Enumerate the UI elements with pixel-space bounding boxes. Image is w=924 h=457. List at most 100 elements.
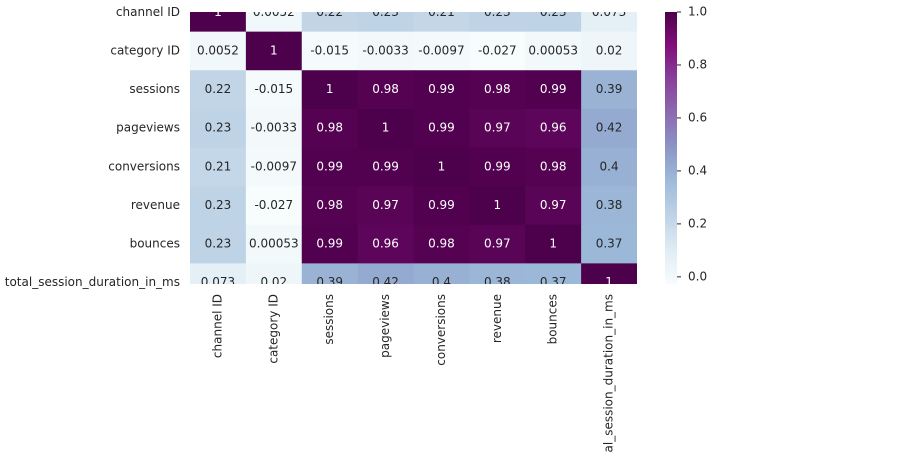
heatmap-cell bbox=[301, 147, 359, 187]
cell-label: -0.027 bbox=[254, 198, 293, 212]
heatmap-cell bbox=[245, 186, 303, 226]
heatmap-cell bbox=[525, 12, 582, 33]
cell-label: 0.073 bbox=[592, 5, 626, 19]
x-tick-label: pageviews bbox=[378, 294, 392, 358]
heatmap-cell bbox=[581, 108, 637, 148]
x-tick-label: total_session_duration_in_ms bbox=[602, 294, 616, 453]
cell-label: 0.97 bbox=[484, 121, 511, 135]
colorbar-tick-label: 0.0 bbox=[688, 269, 707, 283]
heatmap-cell bbox=[413, 12, 470, 33]
heatmap-cell bbox=[581, 263, 637, 284]
heatmap: 1 0.0052 0.22 0.23 0.21 0.23 0.23 0.073 0.0052 1 -… bbox=[190, 5, 637, 289]
x-tick-label: category ID bbox=[266, 294, 280, 364]
heatmap-cell bbox=[245, 224, 303, 264]
heatmap-cell bbox=[413, 263, 470, 284]
heatmap-cell bbox=[413, 31, 470, 71]
cell-label: 0.00053 bbox=[528, 43, 578, 57]
cell-label: 0.0052 bbox=[253, 5, 295, 19]
y-tick-label: channel ID bbox=[116, 5, 180, 19]
cell-label: 1 bbox=[549, 237, 557, 251]
heatmap-cell bbox=[469, 12, 526, 33]
cell-label: 1 bbox=[270, 43, 278, 57]
heatmap-cell bbox=[245, 147, 303, 187]
heatmap-cell bbox=[301, 70, 359, 110]
heatmap-cell bbox=[525, 186, 582, 226]
heatmap-cell bbox=[190, 186, 247, 226]
heatmap-cell bbox=[413, 186, 470, 226]
cell-label: 1 bbox=[605, 275, 613, 289]
cell-label: 0.97 bbox=[372, 198, 399, 212]
cell-label: 0.99 bbox=[484, 159, 511, 173]
cell-label: 0.99 bbox=[316, 237, 343, 251]
heatmap-cell bbox=[357, 108, 414, 148]
cell-label: 0.98 bbox=[540, 159, 567, 173]
heatmap-cell bbox=[469, 108, 526, 148]
cell-label: -0.0097 bbox=[418, 43, 464, 57]
cell-label: 0.42 bbox=[372, 275, 399, 289]
cell-label: 0.99 bbox=[428, 121, 455, 135]
cell-label: 0.073 bbox=[201, 275, 235, 289]
cell-label: 1 bbox=[493, 198, 501, 212]
colorbar-tick-label: 0.6 bbox=[688, 110, 707, 124]
heatmap-cell bbox=[357, 147, 414, 187]
heatmap-cell bbox=[190, 31, 247, 71]
cell-label: 1 bbox=[382, 121, 390, 135]
y-tick-label: revenue bbox=[131, 198, 180, 212]
cell-label: -0.027 bbox=[478, 43, 517, 57]
heatmap-cell bbox=[245, 70, 303, 110]
y-tick-label: sessions bbox=[129, 82, 180, 96]
x-tick-label: bounces bbox=[546, 294, 560, 344]
cell-label: 0.22 bbox=[316, 5, 343, 19]
cell-label: 0.37 bbox=[596, 237, 623, 251]
cell-label: 0.96 bbox=[540, 121, 567, 135]
heatmap-cell bbox=[525, 224, 582, 264]
heatmap-cell bbox=[581, 186, 637, 226]
cell-label: 0.99 bbox=[316, 159, 343, 173]
y-tick-label: pageviews bbox=[116, 121, 180, 135]
heatmap-cell bbox=[357, 31, 414, 71]
cell-label: 0.23 bbox=[484, 5, 511, 19]
cell-label: 0.99 bbox=[428, 82, 455, 96]
heatmap-cell bbox=[301, 12, 359, 33]
heatmap-cell bbox=[581, 31, 637, 71]
x-tick-label: conversions bbox=[434, 294, 448, 366]
cell-label: 0.23 bbox=[372, 5, 399, 19]
heatmap-cell bbox=[469, 263, 526, 284]
cell-label: 0.99 bbox=[540, 82, 567, 96]
cell-label: 0.39 bbox=[316, 275, 343, 289]
heatmap-cell bbox=[525, 31, 582, 71]
heatmap-cell bbox=[469, 31, 526, 71]
heatmap-cell bbox=[525, 108, 582, 148]
y-tick-label: bounces bbox=[130, 237, 180, 251]
heatmap-cell bbox=[357, 186, 414, 226]
cell-label: 0.39 bbox=[596, 82, 623, 96]
cell-label: 1 bbox=[438, 159, 446, 173]
colorbar-tick-label: 0.4 bbox=[688, 163, 707, 177]
cell-label: -0.0033 bbox=[251, 121, 297, 135]
cell-label: 0.21 bbox=[205, 159, 232, 173]
colorbar bbox=[665, 12, 677, 284]
y-tick-label: total_session_duration_in_ms bbox=[5, 275, 180, 289]
colorbar-tick-label: 0.8 bbox=[688, 57, 707, 71]
cell-label: 1 bbox=[326, 82, 334, 96]
cell-label: -0.015 bbox=[310, 43, 349, 57]
heatmap-cell bbox=[357, 70, 414, 110]
cell-label: 0.99 bbox=[428, 198, 455, 212]
heatmap-cell bbox=[357, 12, 414, 33]
cell-label: -0.0097 bbox=[251, 159, 297, 173]
heatmap-cell bbox=[190, 263, 247, 284]
heatmap-cell bbox=[469, 224, 526, 264]
cell-label: 0.42 bbox=[596, 121, 623, 135]
heatmap-cell bbox=[245, 31, 303, 71]
heatmap-cell bbox=[469, 70, 526, 110]
heatmap-cell bbox=[413, 224, 470, 264]
cell-label: 0.02 bbox=[260, 275, 287, 289]
cell-label: 0.97 bbox=[484, 237, 511, 251]
cell-label: 0.98 bbox=[484, 82, 511, 96]
y-tick-label: category ID bbox=[110, 43, 180, 57]
heatmap-cell bbox=[190, 108, 247, 148]
cell-label: 0.97 bbox=[540, 198, 567, 212]
cell-label: 0.0052 bbox=[197, 43, 239, 57]
heatmap-cell bbox=[301, 186, 359, 226]
heatmap-cell bbox=[245, 12, 303, 33]
